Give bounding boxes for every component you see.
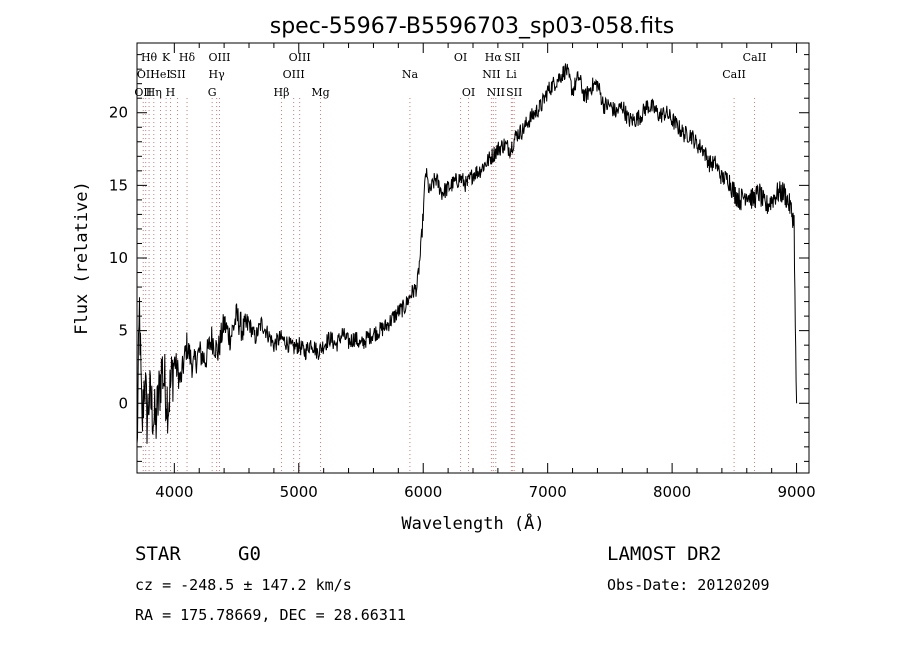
object-subclass: G0 <box>238 543 261 565</box>
line-marker-label: OI <box>462 86 475 99</box>
line-marker-label: OIII <box>283 68 305 81</box>
line-marker-label: OIII <box>208 51 230 64</box>
x-tick-label: 8000 <box>653 483 691 501</box>
emission-line-markers: OII OII Hθ Hη HeI K H SII Hδ G Hγ OIII Hβ OIII OIII Mg N… <box>134 51 766 473</box>
y-tick-label: 15 <box>109 176 128 194</box>
line-marker-label: OII <box>134 86 152 99</box>
line-marker-label: OIII <box>289 51 311 64</box>
line-marker-label: H <box>166 86 176 99</box>
line-marker-label: NII <box>487 86 505 99</box>
line-marker-label: Hβ <box>274 86 290 99</box>
line-marker-label: Na <box>402 68 419 81</box>
series-layer <box>136 63 798 444</box>
line-marker-label: Mg <box>311 86 329 99</box>
y-tick-label: 10 <box>109 249 128 267</box>
object-class: STAR <box>135 543 181 565</box>
line-marker-label: SII <box>504 51 520 64</box>
y-tick-label: 20 <box>109 104 128 122</box>
redshift-text: cz = -248.5 ± 147.2 km/s <box>135 576 352 594</box>
obs-date-text: Obs-Date: 20120209 <box>607 576 770 594</box>
line-marker-label: NII <box>482 68 500 81</box>
x-tick-label: 4000 <box>155 483 193 501</box>
y-tick-label: 5 <box>118 322 128 340</box>
x-tick-label: 6000 <box>404 483 442 501</box>
y-axis: 0 5 10 15 20 <box>109 54 809 462</box>
line-marker-label: Hα <box>485 51 503 64</box>
x-tick-label: 5000 <box>280 483 318 501</box>
line-marker-label: CaII <box>722 68 746 81</box>
line-marker-label: SII <box>506 86 522 99</box>
line-marker-label: Hδ <box>179 51 196 64</box>
x-tick-label: 7000 <box>529 483 567 501</box>
line-marker-label: G <box>208 86 217 99</box>
spectrum-line <box>136 63 798 444</box>
line-marker-label: Li <box>506 68 517 81</box>
y-axis-label: Flux (relative) <box>72 181 92 335</box>
plot-frame <box>136 42 810 474</box>
line-marker-label: OII <box>137 68 155 81</box>
line-marker-label: K <box>162 51 171 64</box>
survey-name: LAMOST DR2 <box>607 543 722 565</box>
line-marker-label: Hη <box>146 86 162 99</box>
line-marker-label: HeI <box>150 68 170 81</box>
line-marker-label: SII <box>169 68 185 81</box>
line-marker-label: OI <box>454 51 467 64</box>
chart-title: spec-55967-B5596703_sp03-058.fits <box>270 14 675 39</box>
coordinates-text: RA = 175.78669, DEC = 28.66311 <box>135 606 406 624</box>
y-tick-label: 0 <box>118 394 128 412</box>
line-marker-label: Hγ <box>209 68 226 81</box>
x-axis: 4000 5000 6000 7000 8000 9000 <box>155 43 816 501</box>
x-tick-label: 9000 <box>777 483 815 501</box>
x-axis-label: Wavelength (Å) <box>401 512 544 534</box>
line-marker-label: Hθ <box>141 51 158 64</box>
line-marker-label: CaII <box>743 51 767 64</box>
